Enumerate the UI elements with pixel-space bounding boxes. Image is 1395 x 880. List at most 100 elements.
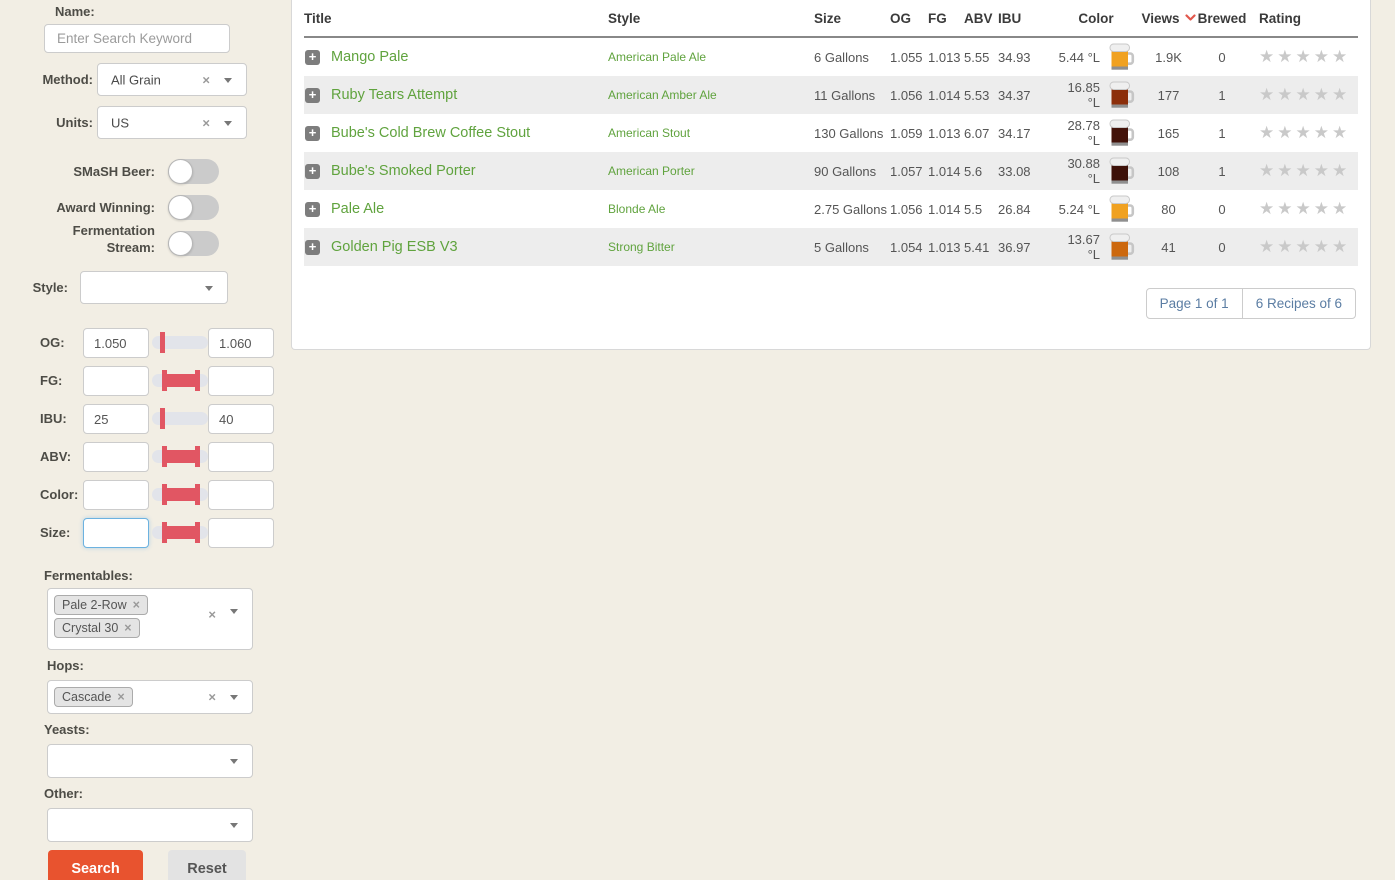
name-search-input[interactable] — [44, 24, 230, 53]
beer-mug-icon — [1109, 119, 1134, 146]
range-slider[interactable] — [152, 484, 208, 505]
range-min-input[interactable] — [83, 328, 149, 358]
range-max-input[interactable] — [208, 328, 274, 358]
recipe-style-link[interactable]: Blonde Ale — [608, 202, 666, 216]
method-select[interactable]: All Grain × — [97, 63, 247, 96]
hops-multiselect[interactable]: Cascade × × — [47, 680, 253, 714]
column-header-brewed[interactable]: Brewed — [1197, 10, 1247, 26]
page-indicator-button[interactable]: Page 1 of 1 — [1145, 288, 1243, 319]
slider-handle[interactable] — [195, 522, 200, 543]
recipe-title-link[interactable]: Mango Pale — [331, 49, 409, 65]
slider-handle[interactable] — [195, 370, 200, 391]
remove-tag-icon[interactable]: × — [132, 598, 140, 612]
range-max-input[interactable] — [208, 442, 274, 472]
clear-selection-icon[interactable]: × — [208, 689, 216, 705]
range-slider[interactable] — [152, 332, 208, 353]
expand-recipe-icon[interactable]: + — [305, 125, 320, 141]
range-slider[interactable] — [152, 370, 208, 391]
beer-mug-icon — [1109, 81, 1134, 108]
range-filter-label: OG: — [40, 335, 65, 350]
expand-recipe-icon[interactable]: + — [305, 239, 320, 255]
column-header-title[interactable]: Title — [304, 10, 332, 26]
range-slider[interactable] — [152, 522, 208, 543]
recipe-row: + Mango Pale American Pale Ale 6 Gallons… — [304, 38, 1358, 76]
column-header-fg[interactable]: FG — [928, 10, 947, 26]
clear-selection-icon[interactable]: × — [202, 115, 210, 130]
column-header-og[interactable]: OG — [890, 10, 912, 26]
fermentables-multiselect[interactable]: Pale 2-Row × Crystal 30 × × — [47, 588, 253, 650]
remove-tag-icon[interactable]: × — [117, 690, 125, 704]
recipe-title-link[interactable]: Golden Pig ESB V3 — [331, 239, 458, 255]
selected-tag[interactable]: Crystal 30 × — [54, 618, 140, 638]
remove-tag-icon[interactable]: × — [124, 621, 132, 635]
reset-button[interactable]: Reset — [168, 850, 246, 880]
range-min-input[interactable] — [83, 404, 149, 434]
recipe-abv: 5.5 — [964, 201, 983, 217]
toggle-knob — [168, 231, 193, 256]
range-min-input[interactable] — [83, 442, 149, 472]
range-filter-row: Size: — [0, 518, 290, 548]
recipe-title-link[interactable]: Bube's Cold Brew Coffee Stout — [331, 125, 531, 141]
slider-handle[interactable] — [195, 484, 200, 505]
range-slider[interactable] — [152, 446, 208, 467]
recipe-style-link[interactable]: American Porter — [608, 164, 695, 178]
expand-recipe-icon[interactable]: + — [305, 87, 320, 103]
award-winning-toggle[interactable] — [168, 195, 219, 220]
column-header-ibu[interactable]: IBU — [998, 10, 1022, 26]
range-max-input[interactable] — [208, 480, 274, 510]
column-header-views[interactable]: Views — [1140, 11, 1197, 26]
range-max-input[interactable] — [208, 518, 274, 548]
selected-tag[interactable]: Pale 2-Row × — [54, 595, 148, 615]
other-label: Other: — [44, 786, 83, 801]
range-min-input[interactable] — [83, 366, 149, 396]
recipe-title-link[interactable]: Bube's Smoked Porter — [331, 163, 476, 179]
recipe-rating-stars: ★★★★★ — [1259, 85, 1351, 104]
range-filter-label: Color: — [40, 487, 79, 502]
range-max-input[interactable] — [208, 404, 274, 434]
slider-handle[interactable] — [160, 332, 165, 353]
clear-selection-icon[interactable]: × — [208, 607, 216, 622]
search-button[interactable]: Search — [48, 850, 143, 880]
fermentables-tags: Pale 2-Row × Crystal 30 × — [54, 595, 148, 638]
recipe-title-link[interactable]: Pale Ale — [331, 201, 385, 217]
column-header-size[interactable]: Size — [814, 10, 842, 26]
yeasts-label: Yeasts: — [44, 722, 90, 737]
style-select[interactable] — [80, 271, 228, 304]
recipe-views: 108 — [1157, 163, 1180, 179]
slider-handle[interactable] — [195, 446, 200, 467]
style-label: Style: — [32, 280, 68, 295]
recipe-style-link[interactable]: American Stout — [608, 126, 691, 140]
selected-tag[interactable]: Cascade × — [54, 687, 133, 707]
range-min-input[interactable] — [83, 518, 149, 548]
recipe-color-mug — [1102, 81, 1140, 109]
column-header-rating[interactable]: Rating — [1259, 10, 1301, 26]
recipe-color-value: 5.24 °L — [1058, 201, 1100, 217]
other-multiselect[interactable] — [47, 808, 253, 842]
recipe-count-button[interactable]: 6 Recipes of 6 — [1241, 288, 1356, 319]
recipe-style-link[interactable]: American Amber Ale — [608, 88, 717, 102]
fermentation-stream-toggle[interactable] — [168, 231, 219, 256]
recipe-title-link[interactable]: Ruby Tears Attempt — [331, 87, 458, 103]
dropdown-arrow-icon — [230, 823, 238, 828]
recipe-style-link[interactable]: American Pale Ale — [608, 50, 707, 64]
units-select[interactable]: US × — [97, 106, 247, 139]
smash-beer-toggle[interactable] — [168, 159, 219, 184]
range-max-input[interactable] — [208, 366, 274, 396]
yeasts-multiselect[interactable] — [47, 744, 253, 778]
recipe-style-link[interactable]: Strong Bitter — [608, 240, 675, 254]
range-min-input[interactable] — [83, 480, 149, 510]
recipe-ibu: 33.08 — [998, 163, 1031, 179]
expand-recipe-icon[interactable]: + — [305, 163, 320, 179]
column-header-color[interactable]: Color — [1078, 10, 1114, 26]
smash-beer-label: SMaSH Beer: — [73, 164, 155, 179]
range-slider[interactable] — [152, 408, 208, 429]
recipe-fg: 1.013 — [928, 239, 961, 255]
dropdown-arrow-icon — [230, 759, 238, 764]
column-header-style[interactable]: Style — [608, 10, 641, 26]
clear-selection-icon[interactable]: × — [202, 72, 210, 87]
slider-handle[interactable] — [160, 408, 165, 429]
dropdown-arrow-icon — [230, 695, 238, 700]
expand-recipe-icon[interactable]: + — [305, 49, 320, 65]
column-header-abv[interactable]: ABV — [964, 10, 993, 26]
expand-recipe-icon[interactable]: + — [305, 201, 320, 217]
